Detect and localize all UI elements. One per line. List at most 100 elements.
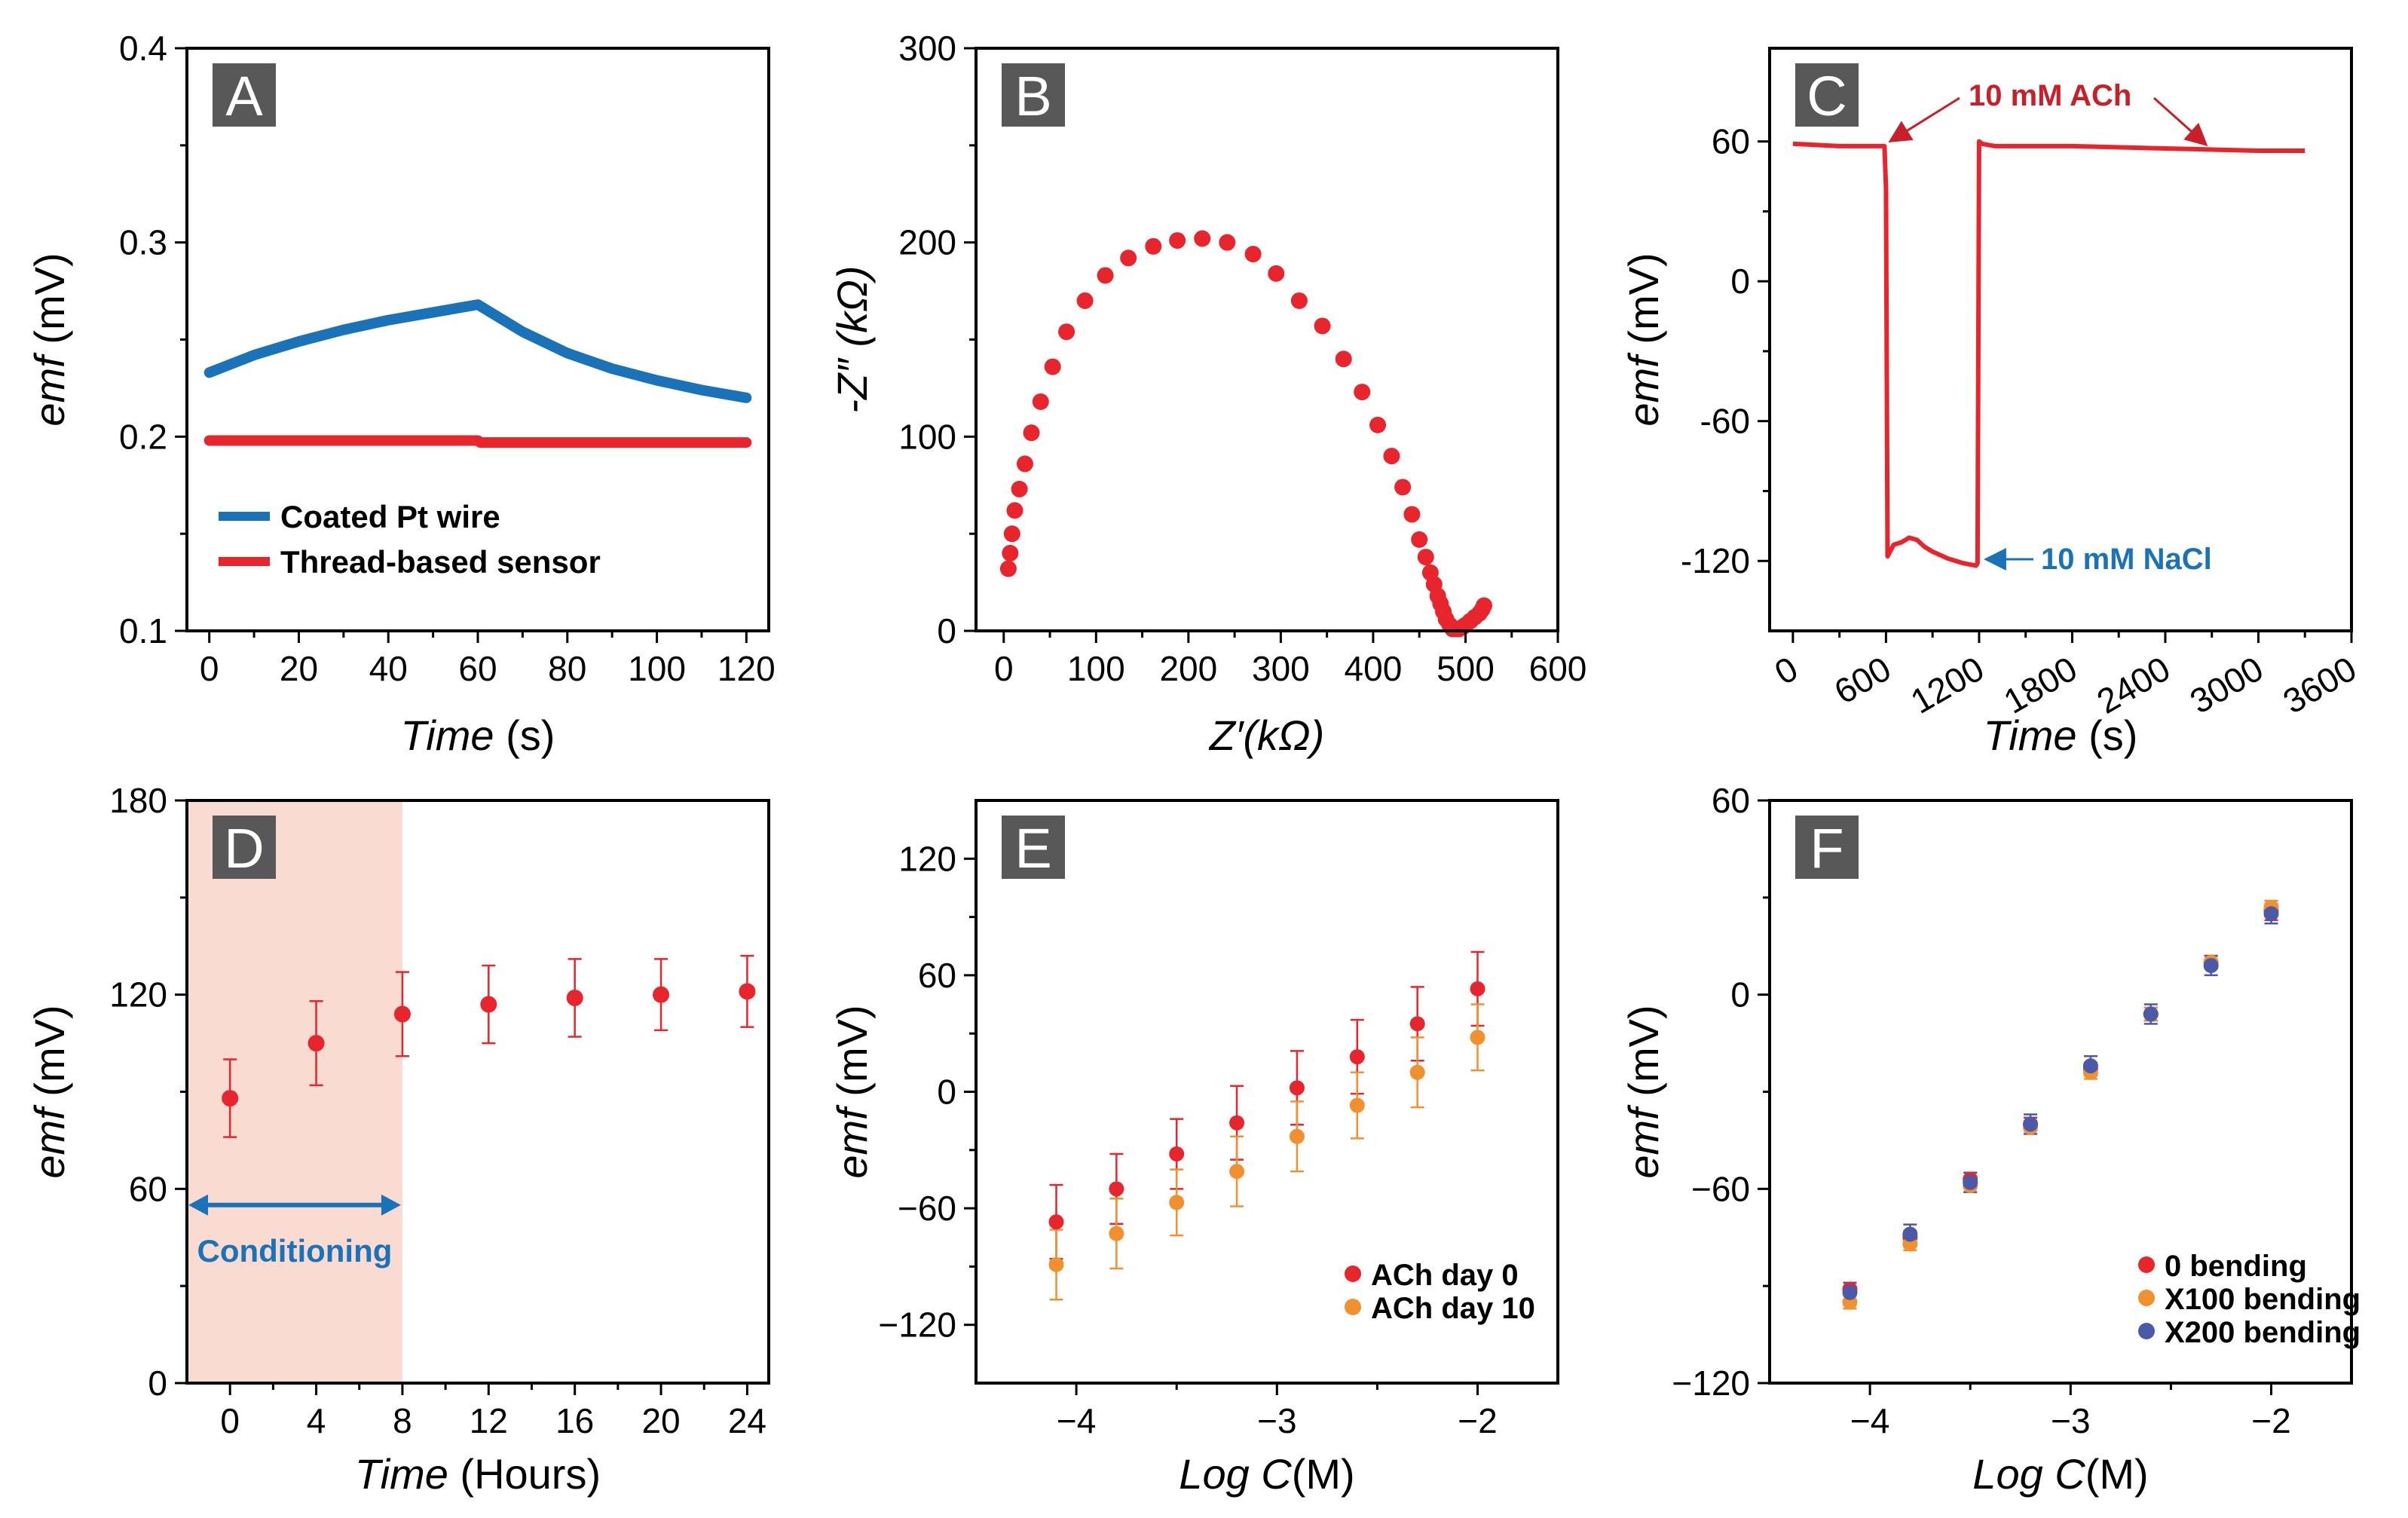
x-tick-label: 1800 [1997, 649, 2084, 721]
y-tick-label: 300 [898, 29, 956, 68]
y-axis-label-part: emf [26, 352, 73, 427]
x-axis-label: Time (Hours) [355, 1450, 601, 1498]
data-point [1169, 232, 1186, 249]
panel-a: 0 20 40 60 80 100 120 0.1 0.2 0.3 0.4 A Time (s) emf … [26, 29, 776, 759]
data-point [2203, 958, 2219, 974]
data-point [1403, 506, 1421, 523]
x-axis-label-part: Time [401, 712, 494, 759]
data-point [1109, 1181, 1124, 1197]
data-point [1229, 1164, 1245, 1180]
data-point [1219, 234, 1236, 251]
x-tick-label: 3600 [2276, 649, 2363, 721]
x-axis-label-part: (M) [2085, 1450, 2149, 1498]
data-point [1229, 1115, 1245, 1131]
y-tick-label: 0 [937, 611, 956, 650]
y-tick-label: 100 [898, 417, 956, 456]
x-axis-label-part: Log C [1179, 1450, 1292, 1498]
x-tick-label: −2 [1458, 1401, 1497, 1440]
series-coated-pt-wire [203, 299, 752, 403]
data-point [1032, 393, 1049, 410]
data-point [999, 560, 1017, 577]
data-point [1314, 317, 1331, 335]
x-tick-label: 80 [548, 649, 586, 688]
data-point [1409, 1064, 1425, 1080]
y-tick-label: 0 [148, 1363, 167, 1403]
data-point [1470, 981, 1485, 996]
y-axis-label-part: (mV) [26, 252, 73, 356]
data-point [1058, 323, 1075, 341]
panel-label: D [224, 817, 264, 880]
legend-marker [2138, 1323, 2155, 1339]
y-tick-label: 0 [1730, 262, 1750, 301]
data-point [1244, 246, 1262, 263]
panel-badge [1002, 816, 1065, 879]
legend-label: Thread-based sensor [280, 544, 601, 580]
y-tick-label: 60 [1712, 122, 1750, 161]
data-point [1097, 267, 1114, 284]
y-axis-label: emf (mV) [26, 252, 73, 426]
data-point [1417, 549, 1434, 566]
y-tick-label: 120 [898, 839, 956, 878]
data-point [1470, 1030, 1485, 1045]
data-point [1016, 455, 1033, 473]
x-axis-label: Time (s) [401, 712, 555, 759]
data-point [393, 1005, 411, 1023]
x-axis-label-part: Time [1984, 712, 2077, 759]
panel-d: Conditioning 0 4 8 12 16 20 24 0 60 120 180 D Time (H… [26, 781, 770, 1498]
data-point [1475, 597, 1492, 614]
y-tick-label: -120 [1681, 541, 1750, 580]
x-axis-label: Log C(M) [1972, 1450, 2148, 1498]
y-tick-label: 60 [918, 956, 956, 995]
legend-label: 0 bending [2165, 1250, 2307, 1283]
data-point [1011, 480, 1028, 497]
x-axis-label: Z′(kΩ) [1208, 712, 1325, 759]
y-axis-label: emf (mV) [1620, 1005, 1667, 1178]
panel-badge [1795, 63, 1859, 127]
x-tick-label: 20 [641, 1401, 680, 1440]
y-tick-label: 200 [898, 223, 956, 262]
y-tick-label: 0.2 [119, 417, 167, 456]
data-point [1109, 1226, 1124, 1241]
arrowhead-right [381, 1194, 401, 1216]
y-tick-label: −60 [898, 1189, 956, 1228]
x-tick-label: 40 [369, 649, 408, 688]
data-point [1383, 448, 1400, 465]
legend-label: X200 bending [2165, 1316, 2361, 1349]
x-tick-label: 24 [728, 1401, 766, 1440]
data-point [1290, 292, 1308, 309]
x-tick-label: 3000 [2183, 649, 2270, 721]
x-tick-label: 0 [220, 1401, 240, 1440]
x-axis-label-part: (s) [494, 712, 555, 759]
y-axis-label-part: emf [828, 1104, 876, 1179]
panel-e: −4 −3 −2 −120 −60 0 60 120 E Log C(M) emf (mV) ACh … [828, 799, 1559, 1498]
data-point [222, 1090, 239, 1107]
x-tick-label: 2400 [2090, 649, 2177, 721]
y-axis-label: emf (mV) [26, 1005, 73, 1178]
x-tick-label: 0 [1768, 649, 1804, 693]
x-tick-label: −4 [1057, 1401, 1096, 1440]
panel-f: −4 −3 −2 −120 −60 0 60 F Log C(M) emf (mV) 0 bendi… [1620, 781, 2361, 1498]
annotation-arrow [1888, 96, 1960, 143]
y-tick-label: -60 [1700, 402, 1750, 441]
conditioning-label: Conditioning [197, 1233, 393, 1269]
panel-label: E [1014, 817, 1051, 880]
data-point [566, 989, 583, 1006]
y-tick-label: −120 [878, 1305, 956, 1345]
legend-marker [2138, 1290, 2155, 1306]
y-axis-label: -Z″ (kΩ) [828, 265, 876, 413]
data-point [1411, 531, 1428, 548]
legend-marker [1345, 1266, 1361, 1282]
data-point [1006, 502, 1023, 519]
y-tick-label: −60 [1691, 1169, 1750, 1208]
x-tick-label: 16 [555, 1401, 594, 1440]
data-point [1003, 525, 1020, 543]
data-point [1409, 1016, 1425, 1032]
data-point [308, 1035, 325, 1052]
data-point [739, 983, 756, 1000]
x-tick-label: 100 [1067, 649, 1125, 688]
panel-badge [213, 816, 276, 879]
panel-b: 0 100 200 300 400 500 600 0 100 200 300 B Z′(kΩ) -Z″ … [828, 29, 1586, 759]
panel-label: B [1014, 65, 1051, 127]
annotation-nacl: 10 mM NaCl [2041, 543, 2212, 576]
y-tick-label: −120 [1672, 1363, 1750, 1403]
